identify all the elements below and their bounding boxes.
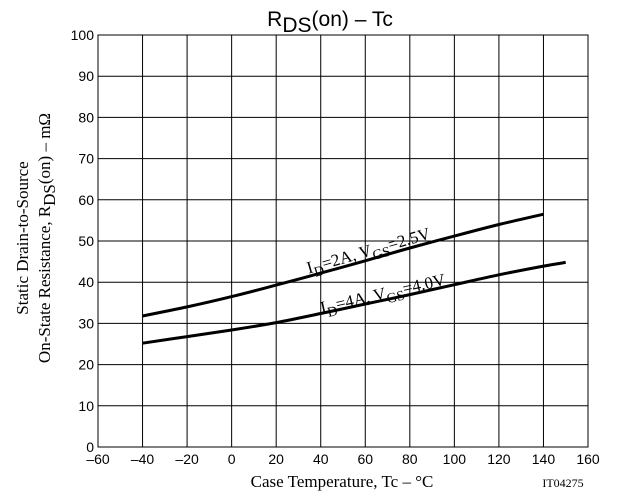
series-label-id4a-p1: I: [318, 297, 328, 317]
series-label-id2a-p1: I: [305, 258, 316, 278]
series-label-id2a-s2: GS: [371, 245, 392, 264]
tick-labels: –60 –40 –20 0 20 40 60 80 100 120 140 160 0 10 20 30 40 5…: [71, 27, 600, 467]
chart-title-sub: DS: [282, 14, 311, 37]
series-label-id2a-p2: =2A, V: [320, 241, 375, 273]
chart-title-main: R: [267, 8, 282, 31]
x-axis-label: Case Temperature, Tc – °C: [251, 472, 434, 491]
series-line-id2a-vgs2-5v: [142, 212, 544, 318]
y-axis-label-line2: On-State Resistance, RDS(on) – mΩ: [35, 113, 59, 363]
x-tick-label: 160: [576, 451, 600, 467]
plot-frame: [97, 34, 589, 448]
y-tick-label: 0: [86, 439, 94, 455]
y-tick-label: 60: [78, 192, 94, 208]
series-label-id4a-s1: D: [326, 304, 339, 321]
y-axis-label-line2-sub: DS: [40, 184, 59, 206]
x-tick-label: 20: [268, 451, 284, 467]
y-tick-label: 30: [78, 315, 94, 331]
code-label: IT04275: [542, 476, 583, 490]
y-tick-label: 70: [78, 151, 94, 167]
x-tick-label: 120: [487, 451, 511, 467]
y-axis-label-line2-rest: (on) – mΩ: [35, 113, 54, 184]
x-tick-label: –20: [175, 451, 199, 467]
chart-title-rest: (on) – Tc: [312, 8, 393, 31]
x-tick-label: –60: [86, 451, 110, 467]
grid-lines: [97, 34, 589, 448]
y-tick-label: 100: [71, 27, 95, 43]
series-line-id4a-vgs4-0v: [142, 260, 566, 345]
chart-title: RDS(on) – Tc: [267, 8, 393, 37]
series-label-id2a: ID=2A, VGS=2.5V: [305, 224, 435, 282]
x-tick-label: 60: [357, 451, 373, 467]
y-tick-label: 90: [78, 68, 94, 84]
series-label-id4a-s2: GS: [385, 288, 406, 307]
series-label-id4a: ID=4A, VGS=4.0V: [318, 270, 448, 322]
y-tick-label: 20: [78, 357, 94, 373]
series-label-id2a-s1: D: [312, 263, 326, 280]
y-tick-label: 50: [78, 233, 94, 249]
x-tick-label: 40: [313, 451, 329, 467]
svg-text:ID=4A, VGS=4.0V: ID=4A, VGS=4.0V: [318, 270, 448, 322]
y-tick-label: 80: [78, 109, 94, 125]
x-tick-label: 80: [402, 451, 418, 467]
y-axis-label-line2-main: On-State Resistance, R: [35, 205, 54, 363]
x-tick-label: 0: [228, 451, 236, 467]
y-axis-label: Static Drain-to-Source On-State Resistan…: [13, 113, 59, 363]
svg-text:ID=2A, VGS=2.5V: ID=2A, VGS=2.5V: [305, 224, 435, 282]
x-tick-label: 100: [443, 451, 467, 467]
x-tick-label: –40: [131, 451, 155, 467]
y-tick-label: 10: [78, 398, 94, 414]
y-tick-label: 40: [78, 274, 94, 290]
series-label-id4a-p2: =4A, V: [334, 284, 389, 314]
series-layer: [142, 212, 566, 345]
series-label-id4a-p3: =4.0V: [401, 270, 448, 298]
y-axis-label-line1: Static Drain-to-Source: [13, 161, 32, 314]
x-tick-label: 140: [532, 451, 556, 467]
